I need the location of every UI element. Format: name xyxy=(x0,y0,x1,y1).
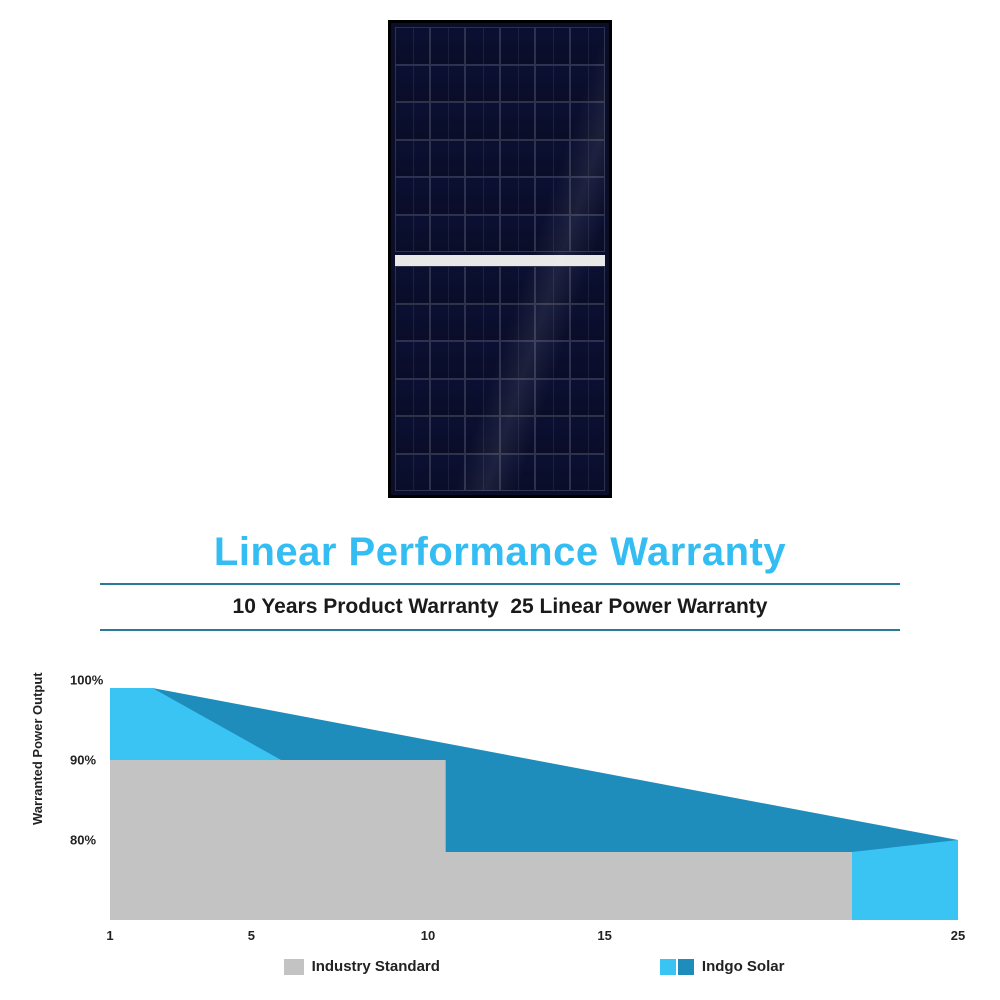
legend-item-indigo: Indgo Solar xyxy=(660,958,785,975)
cell-grid-bottom xyxy=(395,266,605,491)
plot-area: 15101525 xyxy=(110,680,958,920)
main-title: Linear Performance Warranty xyxy=(100,530,900,575)
title-block: Linear Performance Warranty 10 Years Pro… xyxy=(100,530,900,631)
cell-grid-top xyxy=(395,27,605,252)
swatch-indigo-light xyxy=(660,959,676,975)
swatch-indigo-dark xyxy=(678,959,694,975)
y-axis-label: Warranted Power Output xyxy=(30,672,45,825)
divider-bottom xyxy=(100,629,900,631)
subtitle-right: 25 Linear Power Warranty xyxy=(510,595,767,618)
legend-label-industry: Industry Standard xyxy=(312,958,440,975)
legend-item-industry: Industry Standard xyxy=(284,958,440,975)
panel-inner xyxy=(395,27,605,491)
swatch-indigo xyxy=(660,959,694,975)
subtitle: 10 Years Product Warranty 25 Linear Powe… xyxy=(100,595,900,619)
plot-svg xyxy=(110,680,958,920)
subtitle-left: 10 Years Product Warranty xyxy=(233,595,499,618)
warranty-chart: Warranted Power Output 80%90%100% 151015… xyxy=(50,680,970,980)
legend-label-indigo: Indgo Solar xyxy=(702,958,785,975)
legend: Industry Standard Indgo Solar xyxy=(110,958,958,975)
solar-panel-image xyxy=(388,20,612,498)
swatch-industry xyxy=(284,959,304,975)
divider-top xyxy=(100,583,900,585)
